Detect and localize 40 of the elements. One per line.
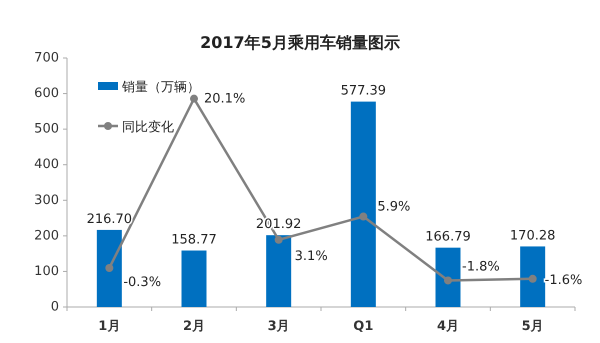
data-label: 166.79 <box>425 230 471 245</box>
bar <box>96 230 122 307</box>
y-tick-label: 700 <box>34 50 59 66</box>
y-tick-label: 200 <box>34 228 59 244</box>
x-tick-label: 5月 <box>522 319 544 334</box>
x-tick-label: 4月 <box>436 319 460 334</box>
point <box>105 264 114 272</box>
bar <box>182 250 206 307</box>
x-tick-label: Q1 <box>353 319 374 334</box>
point <box>274 236 283 244</box>
x-tick-label: 2月 <box>182 319 206 334</box>
chart-title: 2017年5月乘用车销量图示 <box>200 33 400 52</box>
data-label: -0.3% <box>123 274 162 290</box>
y-tick-label: 600 <box>34 86 59 102</box>
data-label: -1.8% <box>462 259 500 274</box>
data-label: 20.1% <box>204 92 246 107</box>
bar <box>436 248 460 307</box>
legend-label: 同比变化 <box>122 120 174 135</box>
bar <box>266 235 292 307</box>
y-tick-label: 0 <box>50 300 59 314</box>
data-label: 3.1% <box>294 248 328 264</box>
point <box>190 94 198 103</box>
data-label: 158.77 <box>171 232 217 248</box>
point <box>528 274 537 283</box>
data-label: 577.39 <box>340 84 386 99</box>
y-tick-label: 500 <box>34 122 59 137</box>
data-label: 5.9% <box>377 200 410 215</box>
y-tick-label: 100 <box>34 264 59 279</box>
y-tick-label: 300 <box>34 192 59 208</box>
data-label: -1.6% <box>544 272 582 288</box>
data-label: 216.70 <box>86 212 132 227</box>
point <box>359 212 368 221</box>
y-tick-label: 400 <box>34 157 59 172</box>
bar <box>350 102 376 307</box>
x-tick-label: 3月 <box>268 319 290 334</box>
bar <box>520 246 546 307</box>
x-tick-label: 1月 <box>98 319 120 334</box>
data-label: 170.28 <box>510 228 556 244</box>
point <box>444 276 452 284</box>
legend-label: 销量（万辆） <box>121 80 200 95</box>
